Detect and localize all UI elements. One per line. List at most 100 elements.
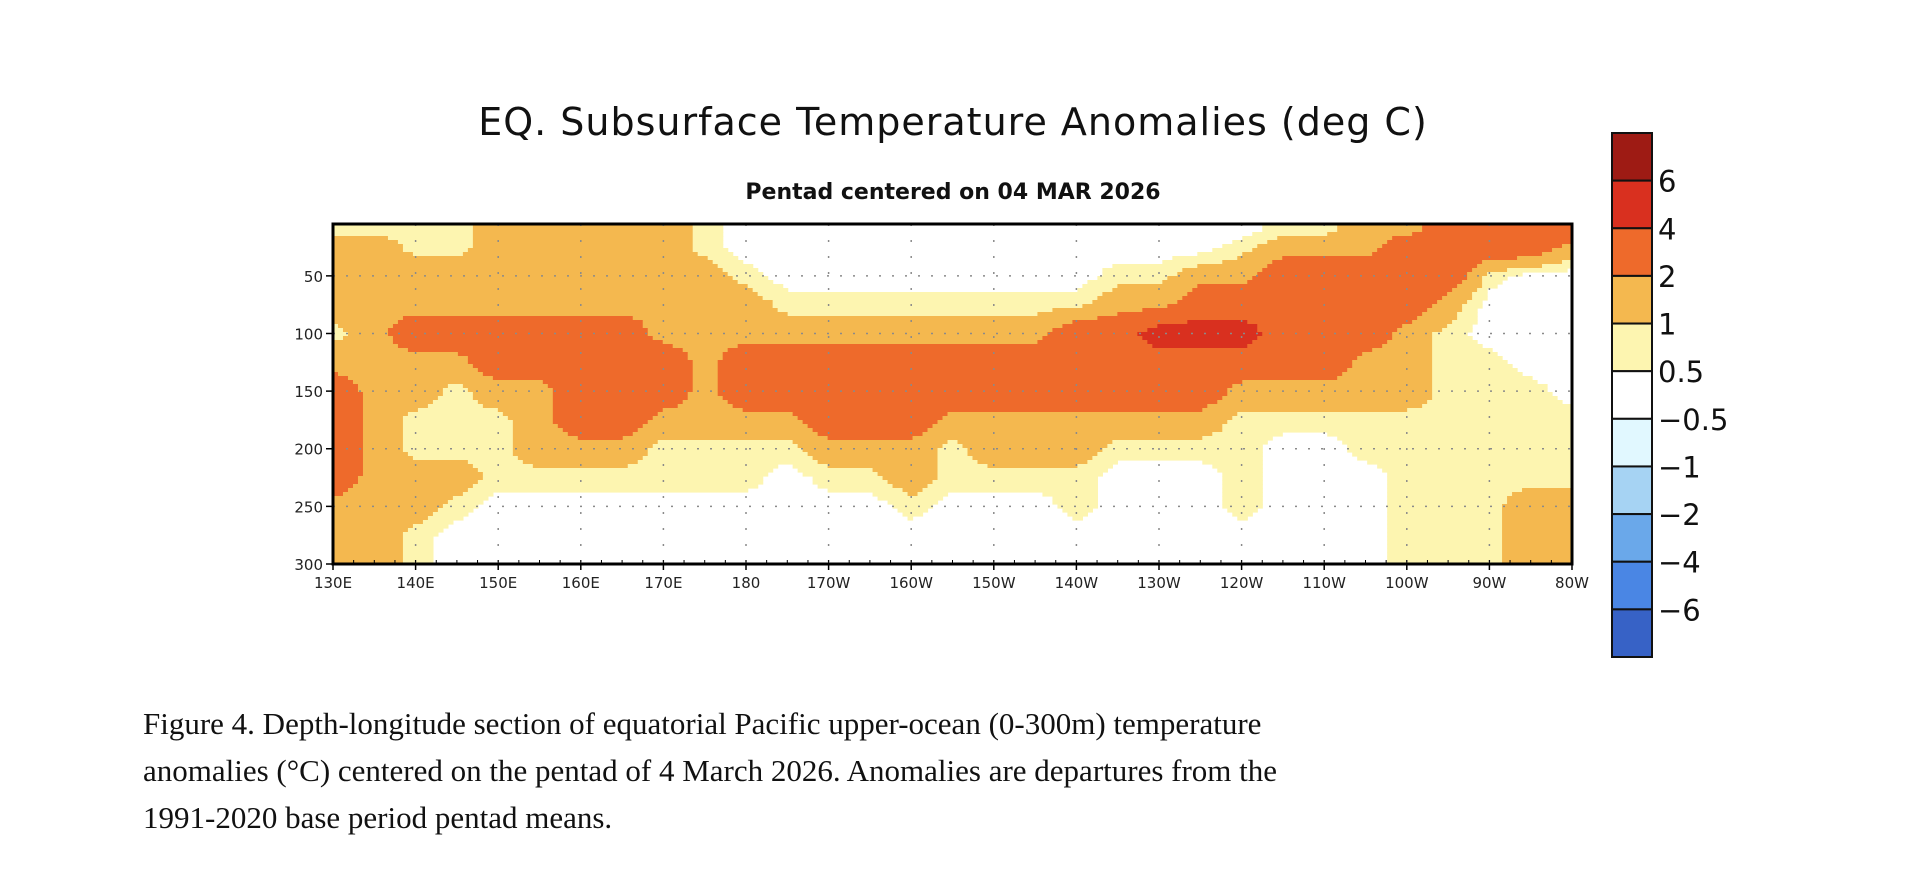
contour-cell <box>937 460 979 465</box>
contour-cell <box>1392 332 1433 337</box>
x-tick-label: 100W <box>1385 574 1429 592</box>
contour-cell <box>1502 548 1573 553</box>
contour-cell <box>642 320 1074 325</box>
contour-cell <box>1452 288 1478 293</box>
contour-cell <box>1477 264 1543 269</box>
contour-cell <box>462 384 549 389</box>
contour-cell <box>1202 408 1408 413</box>
contour-cell <box>472 392 554 397</box>
contour-cell <box>1432 388 1548 393</box>
contour-cell <box>937 448 969 453</box>
contour-cell <box>577 436 624 441</box>
contour-cell <box>1502 516 1573 521</box>
contour-cell <box>333 232 474 237</box>
contour-cell <box>362 428 404 433</box>
contour-cell <box>1197 252 1243 257</box>
contour-cell <box>632 316 1098 321</box>
contour-cell <box>1282 256 1518 261</box>
x-tick-label: 150E <box>479 574 517 592</box>
contour-cell <box>333 400 364 405</box>
contour-cell <box>392 340 664 345</box>
contour-cell <box>472 484 759 489</box>
contour-cell <box>717 364 1353 369</box>
contour-cell <box>722 268 759 273</box>
contour-cell <box>333 304 774 309</box>
contour-cell <box>402 440 514 445</box>
contour-cell <box>417 408 499 413</box>
contour-cell <box>1347 368 1433 373</box>
colorbar-swatch <box>1611 513 1653 563</box>
contour-cell <box>1072 516 1083 521</box>
contour-cell <box>692 244 724 249</box>
contour-cell <box>687 352 724 357</box>
contour-cell <box>777 308 1054 313</box>
contour-cell <box>1377 248 1553 253</box>
contour-cell <box>333 524 414 529</box>
contour-cell <box>482 404 554 409</box>
contour-cell <box>1262 224 1338 229</box>
contour-cell <box>662 340 1039 345</box>
x-tick-label: 130E <box>314 574 352 592</box>
contour-cell <box>1212 464 1263 469</box>
contour-cell <box>333 516 429 521</box>
x-tick-label: 120W <box>1220 574 1264 592</box>
contour-cell <box>1247 344 1383 349</box>
contour-cell <box>333 488 349 493</box>
contour-cell <box>1082 304 1168 309</box>
contour-cell <box>437 508 474 513</box>
contour-cell <box>333 312 789 317</box>
contour-cell <box>1387 480 1573 485</box>
contour-cell <box>1067 512 1088 517</box>
contour-cell <box>333 548 404 553</box>
contour-cell <box>1337 224 1423 229</box>
contour-cell <box>467 360 694 365</box>
contour-cell <box>692 380 719 385</box>
contour-cell <box>333 388 359 393</box>
contour-cell <box>647 452 809 457</box>
contour-cell <box>1382 344 1433 349</box>
contour-cell <box>1392 236 1573 241</box>
contour-cell <box>333 484 354 489</box>
contour-cell <box>1372 348 1433 353</box>
contour-cell <box>392 324 644 329</box>
contour-cell <box>362 432 404 437</box>
contour-cell <box>482 476 764 481</box>
contour-cell <box>333 328 344 333</box>
colorbar-swatch <box>1611 274 1653 325</box>
contour-cell <box>333 536 404 541</box>
contour-cell <box>647 448 804 453</box>
contour-cell <box>637 428 814 433</box>
contour-cell <box>1467 272 1488 277</box>
contour-cell <box>333 268 724 273</box>
contour-cell <box>497 408 554 413</box>
y-tick-label: 300 <box>294 556 323 574</box>
contour-cell <box>1432 384 1548 389</box>
figure-caption: Figure 4. Depth-longitude section of equ… <box>143 700 1703 841</box>
contour-cell <box>692 232 724 237</box>
contour-cell <box>333 408 364 413</box>
contour-cell <box>472 244 694 249</box>
contour-cell <box>1247 320 1413 325</box>
contour-cell <box>872 468 939 473</box>
contour-cell <box>1342 372 1433 377</box>
contour-cell <box>333 560 404 565</box>
contour-cell <box>1222 488 1263 493</box>
contour-cell <box>347 332 389 337</box>
contour-cell <box>937 456 974 461</box>
contour-cell <box>1502 524 1573 529</box>
contour-cell <box>1342 440 1573 445</box>
contour-cell <box>932 480 1098 485</box>
contour-cell <box>1247 280 1463 285</box>
contour-cell <box>362 404 429 409</box>
contour-cell <box>792 464 829 469</box>
contour-cell <box>333 552 404 557</box>
contour-cell <box>1222 500 1263 505</box>
contour-cell <box>333 284 749 289</box>
contour-cell <box>412 524 449 529</box>
contour-cell <box>1177 272 1258 277</box>
contour-cell <box>737 280 774 285</box>
contour-cell <box>717 264 754 269</box>
contour-cell <box>1232 384 1433 389</box>
contour-cell <box>1087 460 1118 465</box>
